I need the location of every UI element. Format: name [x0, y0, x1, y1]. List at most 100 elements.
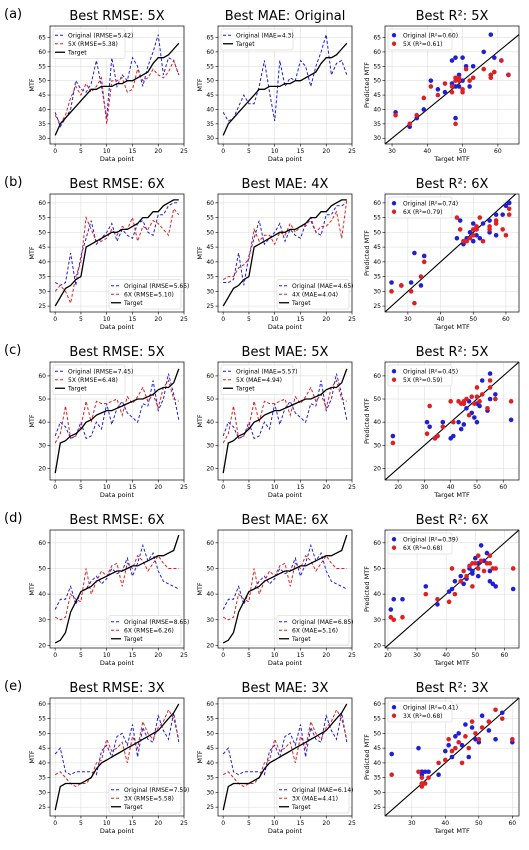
scatter-point-augmented: [416, 769, 421, 775]
scatter-point-original: [453, 115, 458, 121]
scatter-point-augmented: [454, 215, 460, 220]
scatter-point-original: [412, 250, 417, 256]
y-tick-label: 65: [373, 35, 381, 42]
scatter-point-augmented: [487, 561, 493, 566]
scatter-point-original: [474, 233, 479, 238]
series-line-original: [54, 543, 180, 610]
legend-marker-original: [391, 369, 397, 374]
series-line-target: [54, 42, 180, 136]
scatter-point-augmented: [463, 66, 469, 72]
x-tick-label: 20: [322, 316, 330, 323]
series-line-target: [222, 42, 348, 136]
x-tick-label: 10: [271, 148, 279, 155]
y-axis-label: MTF: [28, 414, 36, 428]
y-tick-label: 60: [373, 373, 381, 380]
x-tick-label: 5: [79, 820, 83, 827]
scatter-point-original: [478, 543, 484, 548]
scatter-point-augmented: [503, 233, 509, 238]
scatter-point-augmented: [446, 737, 451, 742]
y-tick-label: 60: [206, 49, 214, 56]
scatter-point-augmented: [487, 378, 493, 383]
chart-panel-1-1: Best MAE: 4X 0 5 10 15 20 25 25 30 35 40 45 50 55 60 Da…: [196, 177, 356, 331]
y-tick-label: 50: [373, 229, 381, 236]
y-tick-label: 40: [206, 259, 214, 266]
scatter-point-augmented: [460, 87, 465, 92]
scatter-point-augmented: [492, 69, 497, 75]
x-tick-label: 10: [271, 652, 279, 659]
plot-data: [385, 530, 519, 648]
y-tick-label: 45: [373, 745, 381, 752]
scatter-point-original: [487, 396, 493, 402]
scatter-point-original: [454, 235, 460, 241]
scatter-point-original: [389, 280, 394, 285]
y-tick-label: 60: [373, 540, 381, 547]
y-tick-label: 55: [373, 215, 381, 222]
plot-frame: [49, 529, 185, 649]
y-tick-label: 30: [373, 135, 381, 142]
x-tick-label: 60: [494, 148, 502, 155]
scatter-point-original: [458, 426, 464, 432]
scatter-point-augmented: [461, 238, 466, 244]
y-tick-label: 40: [373, 419, 381, 426]
y-tick-label: 55: [206, 716, 214, 723]
chart-panel-0-0: (a) Best RMSE: 5X 0 5 10 15 20 25 30 35 40 45 50 55 60…: [4, 7, 188, 163]
y-tick-label: 45: [38, 244, 46, 251]
chart-title: Best RMSE: 5X: [69, 9, 164, 24]
scatter-point-augmented: [474, 227, 479, 232]
x-tick-label: 25: [348, 316, 356, 323]
legend-label: Original (MAE=4.65): [292, 283, 354, 290]
y-tick-label: 50: [38, 565, 46, 572]
scatter-point-augmented: [421, 259, 427, 265]
scatter-point-augmented: [506, 206, 512, 212]
legend-label: Original (R²=0.41): [403, 704, 458, 711]
x-tick-label: 10: [271, 820, 279, 827]
y-tick-label: 55: [373, 63, 381, 70]
scatter-point-augmented: [457, 227, 463, 232]
y-tick-label: 35: [38, 775, 46, 782]
x-tick-label: 15: [297, 652, 305, 659]
series-line-target: [54, 703, 180, 811]
x-tick-label: 20: [154, 316, 162, 323]
row-label: (d): [4, 511, 22, 526]
scatter-point-augmented: [467, 235, 473, 241]
x-tick-label: 15: [297, 148, 305, 155]
y-tick-label: 40: [38, 760, 46, 767]
row-label: (e): [4, 679, 22, 694]
scatter-point-original: [492, 55, 497, 60]
series-line-original: [222, 34, 348, 122]
chart-title: Best RMSE: 3X: [69, 681, 164, 696]
y-tick-label: 60: [38, 373, 46, 380]
y-tick-label: 25: [373, 303, 381, 310]
legend: Original (R²=0.74) 6X (R²=0.79): [387, 196, 458, 219]
scatter-point-augmented: [470, 75, 476, 81]
scatter-point-augmented: [449, 748, 455, 754]
chart-panel-3-1: Best MAE: 6X 0 5 10 15 20 25 20 30 40 50 60 Data poi…: [196, 513, 356, 667]
legend-box: [220, 28, 294, 51]
legend-marker-augmented: [391, 41, 397, 46]
scatter-point-original: [469, 725, 475, 730]
legend-marker-original: [391, 705, 397, 710]
series-line-original: [223, 202, 348, 286]
y-tick-label: 45: [38, 92, 46, 99]
x-tick-label: 25: [348, 148, 356, 155]
plot-data: [385, 194, 517, 312]
series-line-target: [54, 534, 180, 644]
scatter-point-original: [427, 424, 432, 430]
scatter-point-original: [453, 734, 458, 739]
plot-frame: [217, 361, 353, 481]
chart-panel-3-2: Best R²: 6X 20 30 40 50 60 20 30 40 50 60 Target MT…: [363, 513, 520, 667]
scatter-point-augmented: [469, 719, 475, 724]
chart-panel-2-0: (c) Best RMSE: 5X 0 5 10 15 20 25 20 30 40 50 60 Data…: [4, 343, 188, 499]
plot-frame: [217, 697, 353, 817]
x-tick-label: 25: [348, 652, 356, 659]
scatter-point-original: [423, 584, 429, 589]
y-axis-label: MTF: [28, 582, 36, 596]
scatter-point-augmented: [499, 58, 504, 63]
scatter-point-original: [452, 579, 458, 584]
scatter-point-original: [487, 371, 493, 376]
series-line-augmented: [54, 554, 179, 621]
legend-marker-augmented: [391, 713, 397, 718]
scatter-point-augmented: [473, 731, 478, 736]
x-tick-label: 15: [297, 484, 305, 491]
scatter-point-original: [470, 221, 476, 226]
